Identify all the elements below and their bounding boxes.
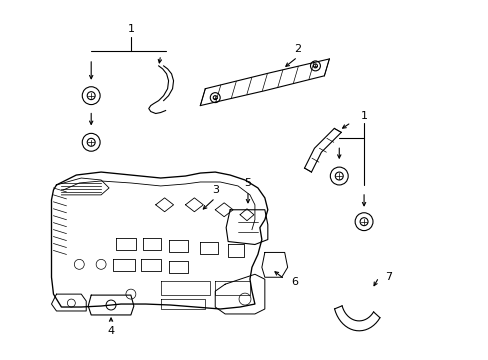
- Text: 1: 1: [127, 24, 134, 34]
- Text: 3: 3: [211, 185, 218, 195]
- Text: 4: 4: [107, 326, 114, 336]
- Text: 2: 2: [293, 44, 301, 54]
- Text: 6: 6: [290, 277, 298, 287]
- Text: 7: 7: [385, 272, 392, 282]
- Text: 5: 5: [244, 178, 251, 188]
- Text: 1: 1: [360, 111, 367, 121]
